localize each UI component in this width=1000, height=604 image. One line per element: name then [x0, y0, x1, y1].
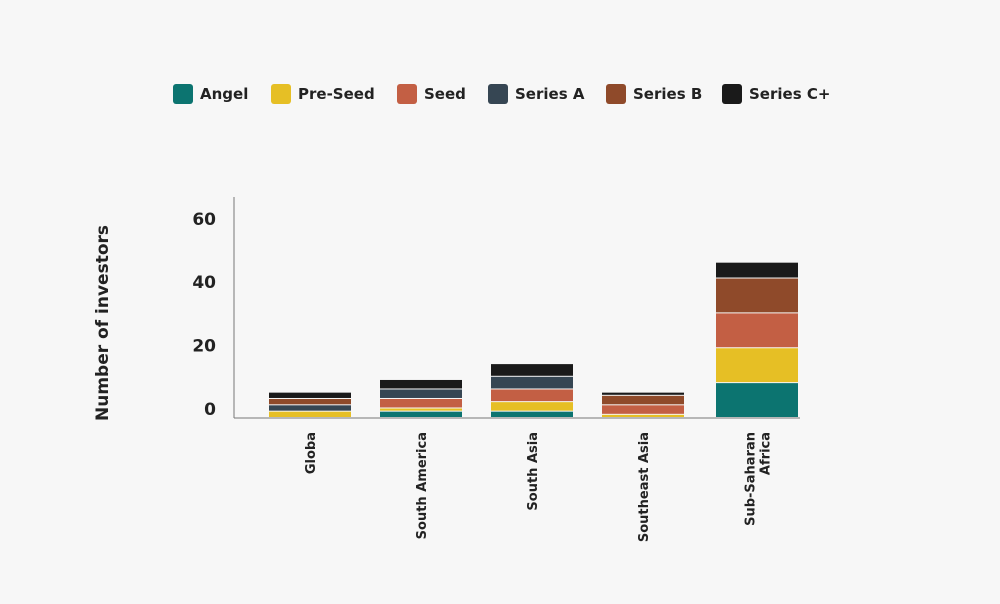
legend-swatch: [606, 84, 626, 104]
bar-segment: [491, 402, 573, 411]
legend-item: Seed: [397, 84, 466, 104]
bar-segment: [491, 411, 573, 417]
legend-label: Pre-Seed: [298, 85, 375, 103]
legend-swatch: [488, 84, 508, 104]
bar-segment: [380, 389, 462, 398]
legend-item: Series B: [606, 84, 702, 104]
y-axis-ticks: 0 20 40 60: [192, 210, 216, 420]
y-tick-label: 0: [204, 400, 216, 420]
bar-segment: [716, 262, 798, 278]
x-axis-labels: Globa South America South Asia Southeast As…: [304, 432, 774, 542]
legend-item: Series C+: [722, 84, 830, 104]
bar-segment: [602, 392, 684, 395]
y-tick-label: 60: [192, 210, 216, 230]
x-category-label: Sub-SaharanAfrica: [744, 432, 774, 526]
y-tick-label: 40: [192, 273, 216, 293]
legend-label: Seed: [424, 85, 466, 103]
x-category-label: South America: [415, 432, 430, 539]
y-tick-label: 20: [192, 337, 216, 357]
bar-segment: [380, 379, 462, 389]
bar-segment: [380, 411, 462, 417]
legend-swatch: [397, 84, 417, 104]
legend-swatch: [722, 84, 742, 104]
bar-segment: [269, 398, 351, 405]
legend-label: Series A: [515, 85, 585, 103]
x-category-label: South Asia: [526, 432, 541, 511]
legend: Angel Pre-Seed Seed Series A Series B Series …: [173, 84, 830, 104]
legend-label: Series C+: [749, 85, 830, 103]
bar-segment: [491, 376, 573, 389]
bar-segment: [380, 408, 462, 411]
legend-item: Pre-Seed: [271, 84, 375, 104]
bar-segment: [269, 405, 351, 411]
bar-segment: [602, 405, 684, 414]
bar-segment: [602, 395, 684, 405]
legend-item: Series A: [488, 84, 585, 104]
bar-segment: [491, 364, 573, 376]
bar-segment: [380, 398, 462, 408]
bar-segment: [491, 389, 573, 402]
legend-swatch: [173, 84, 193, 104]
bars: [269, 262, 798, 417]
legend-item: Angel: [173, 84, 248, 104]
bar-segment: [269, 411, 351, 417]
bar-segment: [716, 383, 798, 417]
legend-label: Series B: [633, 85, 702, 103]
bar-segment: [269, 392, 351, 398]
x-category-label: Southeast Asia: [637, 432, 652, 542]
y-axis-title: Number of investors: [93, 225, 113, 421]
bar-segment: [716, 348, 798, 383]
bar-segment: [602, 414, 684, 417]
bar-segment: [716, 313, 798, 348]
x-category-label: Globa: [304, 432, 319, 474]
bar-segment: [716, 278, 798, 313]
legend-swatch: [271, 84, 291, 104]
legend-label: Angel: [200, 85, 248, 103]
